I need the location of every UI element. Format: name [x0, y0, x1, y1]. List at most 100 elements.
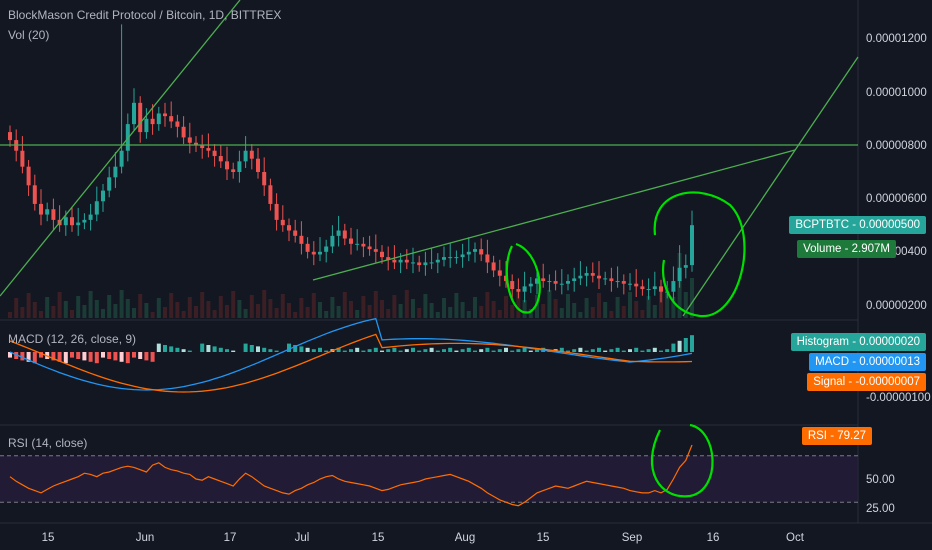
macd-histogram-bar [497, 349, 502, 352]
candle-body [603, 278, 608, 280]
macd-histogram-bar [683, 338, 688, 352]
macd-histogram-bar [318, 347, 322, 352]
candle-body [330, 235, 335, 247]
time-axis-tick: 16 [707, 532, 720, 544]
circle-annotation-aug[interactable] [505, 242, 541, 314]
macd-histogram-bar [473, 350, 477, 352]
price-axis-tick: 0.00000600 [866, 193, 927, 205]
volume-bar [175, 302, 180, 318]
volume-bar [119, 290, 124, 318]
chart-title: BlockMason Credit Protocol / Bitcoin, 1D… [8, 8, 282, 22]
circle-annotation-sep[interactable] [653, 191, 746, 318]
volume-bar [411, 299, 415, 318]
candle-body [51, 209, 56, 220]
volume-bar [566, 294, 570, 318]
volume-indicator-label[interactable]: Vol (20) [8, 28, 50, 42]
price-tag-rsi: RSI - 79.27 [801, 427, 872, 445]
candle-body [671, 281, 676, 292]
volume-bar [181, 311, 186, 318]
time-axis-tick: 15 [537, 532, 550, 544]
macd-histogram-bar [646, 349, 651, 352]
candle-body [175, 121, 180, 127]
macd-histogram-bar [411, 347, 415, 352]
candle-body [163, 113, 167, 117]
macd-histogram-bar [491, 350, 496, 352]
macd-histogram-bar [659, 350, 663, 352]
macd-histogram-bar [262, 347, 267, 352]
trendline[interactable] [312, 149, 796, 281]
macd-histogram-bar [640, 350, 645, 352]
macd-histogram-bar [597, 347, 601, 352]
volume-bar [107, 295, 112, 318]
candle-body [318, 251, 322, 255]
volume-bar [522, 300, 527, 318]
candle-body [119, 150, 124, 167]
volume-bar [665, 288, 670, 318]
rsi-axis-tick: 50.00 [866, 474, 895, 486]
candle-body [101, 190, 105, 202]
candle-body [429, 262, 434, 264]
macd-histogram-bar [305, 347, 310, 352]
candle-body [231, 169, 236, 172]
candle-body [299, 235, 304, 244]
candle-body [628, 283, 632, 285]
volume-bar [473, 297, 477, 318]
candle-body [169, 116, 174, 122]
macd-histogram-bar [336, 347, 341, 352]
macd-histogram-bar [510, 350, 515, 352]
candle-body [113, 166, 118, 178]
candle-body [82, 219, 87, 223]
candle-body [150, 118, 155, 125]
volume-bar [603, 302, 608, 318]
price-axis-tick: 0.00001200 [866, 33, 927, 45]
macd-histogram-bar [417, 350, 422, 352]
candle-body [597, 275, 601, 279]
signal-line [9, 333, 693, 393]
macd-histogram-bar [51, 352, 56, 361]
volume-bar [609, 311, 614, 318]
candle-body [566, 281, 570, 284]
candle-body [584, 273, 589, 276]
macd-histogram-bar [274, 350, 279, 352]
macd-indicator-label[interactable]: MACD (12, 26, close, 9) [8, 332, 137, 346]
candle-body [411, 262, 415, 264]
volume-bar [138, 294, 143, 318]
macd-histogram-bar [590, 349, 595, 352]
macd-histogram-bar [88, 352, 93, 362]
candle-body [448, 257, 453, 259]
macd-histogram-bar [132, 352, 136, 358]
volume-bar [249, 295, 254, 318]
macd-histogram-bar [249, 345, 254, 352]
volume-bar [237, 300, 242, 318]
trendline[interactable] [0, 0, 241, 297]
macd-line [9, 317, 693, 391]
macd-histogram-bar [32, 352, 37, 364]
candle-body [324, 246, 329, 252]
volume-bar [256, 304, 260, 318]
time-axis-tick: Jun [136, 532, 155, 544]
candle-body [485, 254, 490, 263]
candle-body [640, 286, 645, 290]
macd-histogram-bar [243, 343, 248, 352]
volume-bar [628, 292, 632, 318]
volume-bar [460, 302, 465, 318]
macd-histogram-bar [429, 347, 434, 352]
macd-histogram-bar [342, 350, 347, 352]
candle-body [144, 118, 149, 133]
trendline[interactable] [682, 56, 859, 317]
rsi-indicator-label[interactable]: RSI (14, close) [8, 436, 88, 450]
circle-annotation-rsi[interactable] [650, 423, 714, 498]
volume-bar [349, 301, 353, 318]
candle-body [274, 203, 279, 220]
candle-body [107, 177, 112, 191]
volume-bar [274, 308, 279, 318]
macd-histogram-bar [535, 349, 539, 352]
macd-histogram-bar [119, 352, 124, 362]
volume-bar [615, 297, 620, 318]
volume-bar [423, 294, 428, 318]
candle-body [491, 262, 496, 271]
volume-bar [206, 301, 211, 318]
volume-bar [640, 310, 645, 318]
